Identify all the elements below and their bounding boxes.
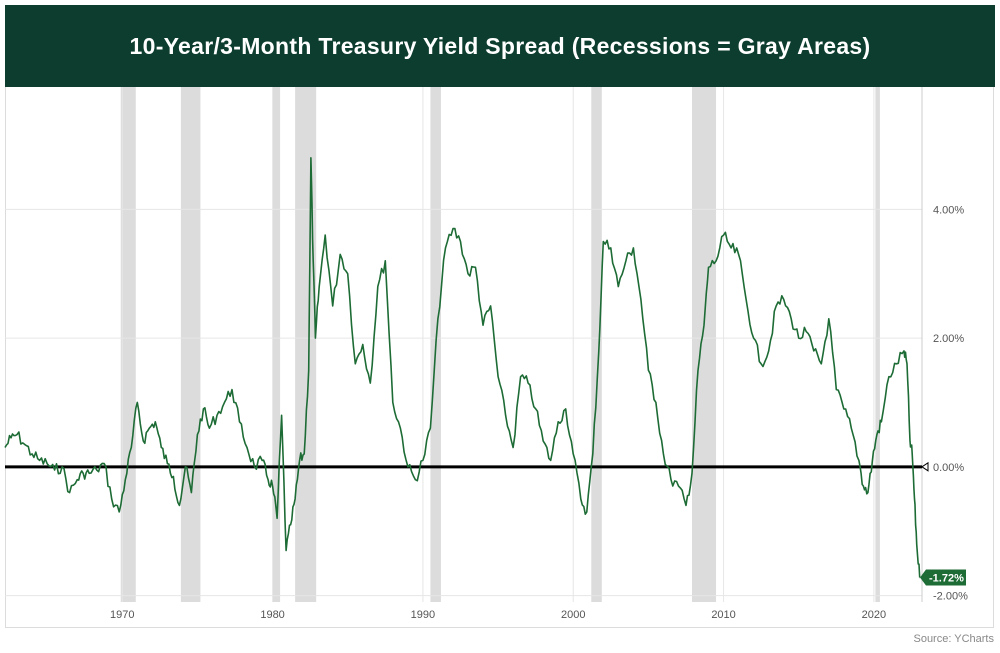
source-note: Source: YCharts (913, 633, 994, 645)
recession-band-7 (875, 87, 880, 602)
gridlines (5, 87, 929, 602)
y-tick-label-2.00%: 2.00% (933, 333, 964, 345)
chart-title: 10-Year/3-Month Treasury Yield Spread (R… (5, 5, 995, 87)
x-tick-label-1990: 1990 (411, 609, 435, 621)
chart-frame (5, 87, 994, 628)
x-axis-ticks: 1970 1980 1990 2000 2010 2020 (110, 609, 886, 621)
recession-band-2 (272, 87, 281, 602)
recession-band-0 (120, 87, 136, 602)
y-axis-ticks: 4.00% 2.00% 0.00% -2.00% (933, 204, 968, 602)
x-tick-label-2020: 2020 (862, 609, 886, 621)
recession-band-1 (180, 87, 201, 602)
x-tick-label-2010: 2010 (711, 609, 735, 621)
recession-band-3 (295, 87, 317, 602)
x-tick-label-1980: 1980 (260, 609, 284, 621)
last-value-label: -1.72% (929, 573, 964, 585)
last-value-badge-shape (920, 569, 966, 586)
x-tick-label-2000: 2000 (561, 609, 585, 621)
last-value-badge: -1.72% (920, 569, 966, 586)
x-tick-label-1970: 1970 (110, 609, 134, 621)
recession-band-5 (591, 87, 602, 602)
recession-band-6 (691, 87, 717, 602)
zero-marker (921, 461, 929, 472)
series-line (4, 157, 921, 578)
y-tick-label--2.00%: -2.00% (933, 591, 968, 603)
y-tick-label-4.00%: 4.00% (933, 204, 964, 216)
recession-bands (120, 87, 880, 602)
y-tick-label-0.00%: 0.00% (933, 462, 964, 474)
